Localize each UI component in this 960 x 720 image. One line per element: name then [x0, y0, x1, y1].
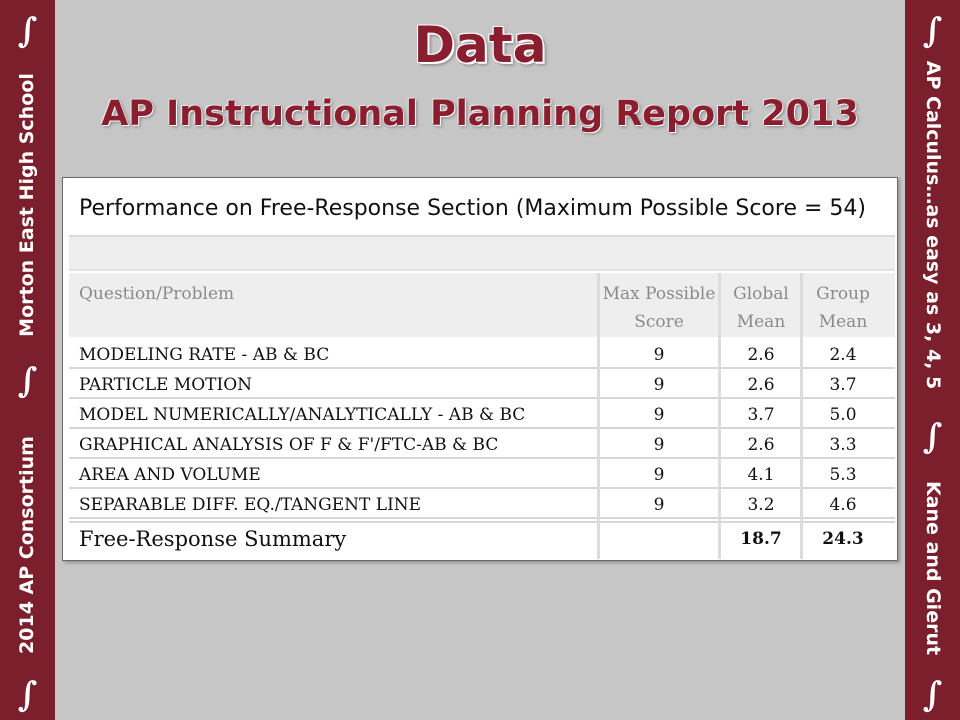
row-max: 9	[653, 435, 665, 455]
row-max: 9	[653, 495, 665, 515]
column-separator	[800, 273, 803, 559]
header-global-mean: Global Mean	[721, 280, 801, 336]
blank-band	[69, 235, 895, 271]
header-max-score: Max Possible Score	[599, 280, 719, 336]
summary-row	[69, 521, 895, 557]
row-global: 3.2	[747, 495, 775, 515]
header-global-line2: Mean	[736, 312, 786, 332]
header-max-line1: Max Possible	[602, 284, 716, 304]
row-global: 4.1	[747, 465, 775, 485]
row-group: 3.3	[829, 435, 857, 455]
header-question: Question/Problem	[79, 284, 235, 304]
header-group-mean: Group Mean	[803, 280, 883, 336]
right-sidebar: ∫ AP Calculus…as easy as 3, 4, 5 ∫ Kane …	[905, 0, 960, 720]
table-header-row	[69, 273, 895, 337]
table-row	[69, 431, 895, 459]
integral-symbol-icon: ∫	[17, 11, 38, 51]
row-max: 9	[653, 465, 665, 485]
row-global: 2.6	[747, 375, 775, 395]
page-subtitle: AP Instructional Planning Report 2013	[101, 94, 859, 134]
summary-label: Free-Response Summary	[79, 527, 347, 551]
row-question: MODELING RATE - AB & BC	[79, 345, 330, 365]
row-max: 9	[653, 375, 665, 395]
row-max: 9	[653, 405, 665, 425]
page-title: Data	[413, 16, 547, 74]
row-global: 2.6	[747, 345, 775, 365]
column-separator	[718, 273, 721, 559]
table-row	[69, 461, 895, 489]
row-group: 2.4	[829, 345, 857, 365]
row-question: AREA AND VOLUME	[79, 465, 261, 485]
summary-global: 18.7	[740, 529, 782, 549]
report-title: Performance on Free-Response Section (Ma…	[79, 196, 866, 221]
header-global-line1: Global	[733, 284, 789, 304]
row-group: 3.7	[829, 375, 857, 395]
row-question: GRAPHICAL ANALYSIS OF F & F'/FTC-AB & BC	[79, 435, 499, 455]
left-sidebar: ∫ Morton East High School ∫ 2014 AP Cons…	[0, 0, 55, 720]
header-group-line2: Mean	[818, 312, 868, 332]
integral-symbol-icon: ∫	[17, 361, 38, 401]
header-max-line2: Score	[634, 312, 684, 332]
integral-symbol-icon: ∫	[922, 11, 943, 51]
integral-symbol-icon: ∫	[922, 417, 943, 457]
authors-label: Kane and Gierut	[922, 480, 944, 656]
report-table-panel: Performance on Free-Response Section (Ma…	[62, 177, 898, 561]
summary-group: 24.3	[822, 529, 864, 549]
row-group: 4.6	[829, 495, 857, 515]
row-group: 5.3	[829, 465, 857, 485]
row-global: 2.6	[747, 435, 775, 455]
row-max: 9	[653, 345, 665, 365]
row-global: 3.7	[747, 405, 775, 425]
column-separator	[597, 273, 600, 559]
table-row	[69, 371, 895, 399]
row-question: SEPARABLE DIFF. EQ./TANGENT LINE	[79, 495, 422, 515]
table-row	[69, 401, 895, 429]
row-question: MODEL NUMERICALLY/ANALYTICALLY - AB & BC	[79, 405, 526, 425]
integral-symbol-icon: ∫	[17, 675, 38, 715]
table-row	[69, 341, 895, 369]
consortium-label: 2014 AP Consortium	[16, 436, 38, 654]
integral-symbol-icon: ∫	[922, 675, 943, 715]
header-group-line1: Group	[816, 284, 870, 304]
table-row	[69, 491, 895, 519]
row-group: 5.0	[829, 405, 857, 425]
row-question: PARTICLE MOTION	[79, 375, 253, 395]
